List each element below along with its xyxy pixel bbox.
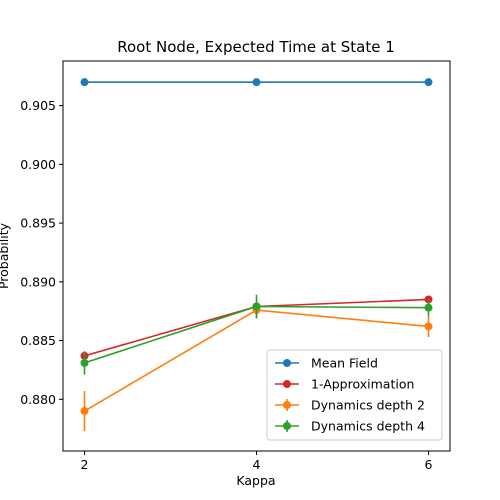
y-tick-label: 0.905 (20, 98, 56, 113)
legend-label: Dynamics depth 4 (311, 419, 425, 434)
data-point (424, 322, 433, 331)
legend-label: Dynamics depth 2 (311, 398, 425, 413)
x-tick-label: 4 (253, 457, 261, 472)
x-tick-label: 6 (425, 457, 433, 472)
legend-marker (283, 380, 291, 388)
y-tick-label: 0.885 (20, 333, 56, 348)
y-tick-label: 0.895 (20, 216, 56, 231)
data-point (80, 358, 89, 367)
y-axis-label: Probability (0, 222, 11, 289)
y-tick-label: 0.890 (20, 274, 56, 289)
y-tick-label: 0.900 (20, 157, 56, 172)
legend-marker (283, 422, 291, 430)
x-tick-label: 2 (81, 457, 89, 472)
data-point (80, 78, 89, 87)
data-point (424, 303, 433, 312)
data-point (424, 78, 433, 87)
legend-label: Mean Field (311, 356, 378, 371)
legend-entry: 1-Approximation (275, 377, 414, 392)
legend-marker (283, 401, 291, 409)
legend-entry: Mean Field (275, 356, 378, 371)
data-point (252, 78, 261, 87)
legend-label: 1-Approximation (311, 377, 414, 392)
series-dynamics-depth-4 (80, 294, 433, 375)
legend-entry: Dynamics depth 4 (275, 419, 425, 434)
series-mean-field (80, 78, 433, 87)
chart-title: Root Node, Expected Time at State 1 (117, 38, 395, 56)
y-tick-label: 0.880 (20, 392, 56, 407)
legend-box (266, 349, 443, 441)
legend: Mean Field 1-Approximation Dynamics depth … (266, 349, 443, 441)
legend-entry: Dynamics depth 2 (275, 398, 425, 413)
x-axis-label: Kappa (236, 473, 275, 488)
plot-area: 2 4 6 0.880 0.885 0.890 0.895 0.900 0.905 (20, 60, 451, 472)
data-point (80, 407, 89, 416)
legend-marker (283, 359, 291, 367)
data-point (252, 302, 261, 311)
